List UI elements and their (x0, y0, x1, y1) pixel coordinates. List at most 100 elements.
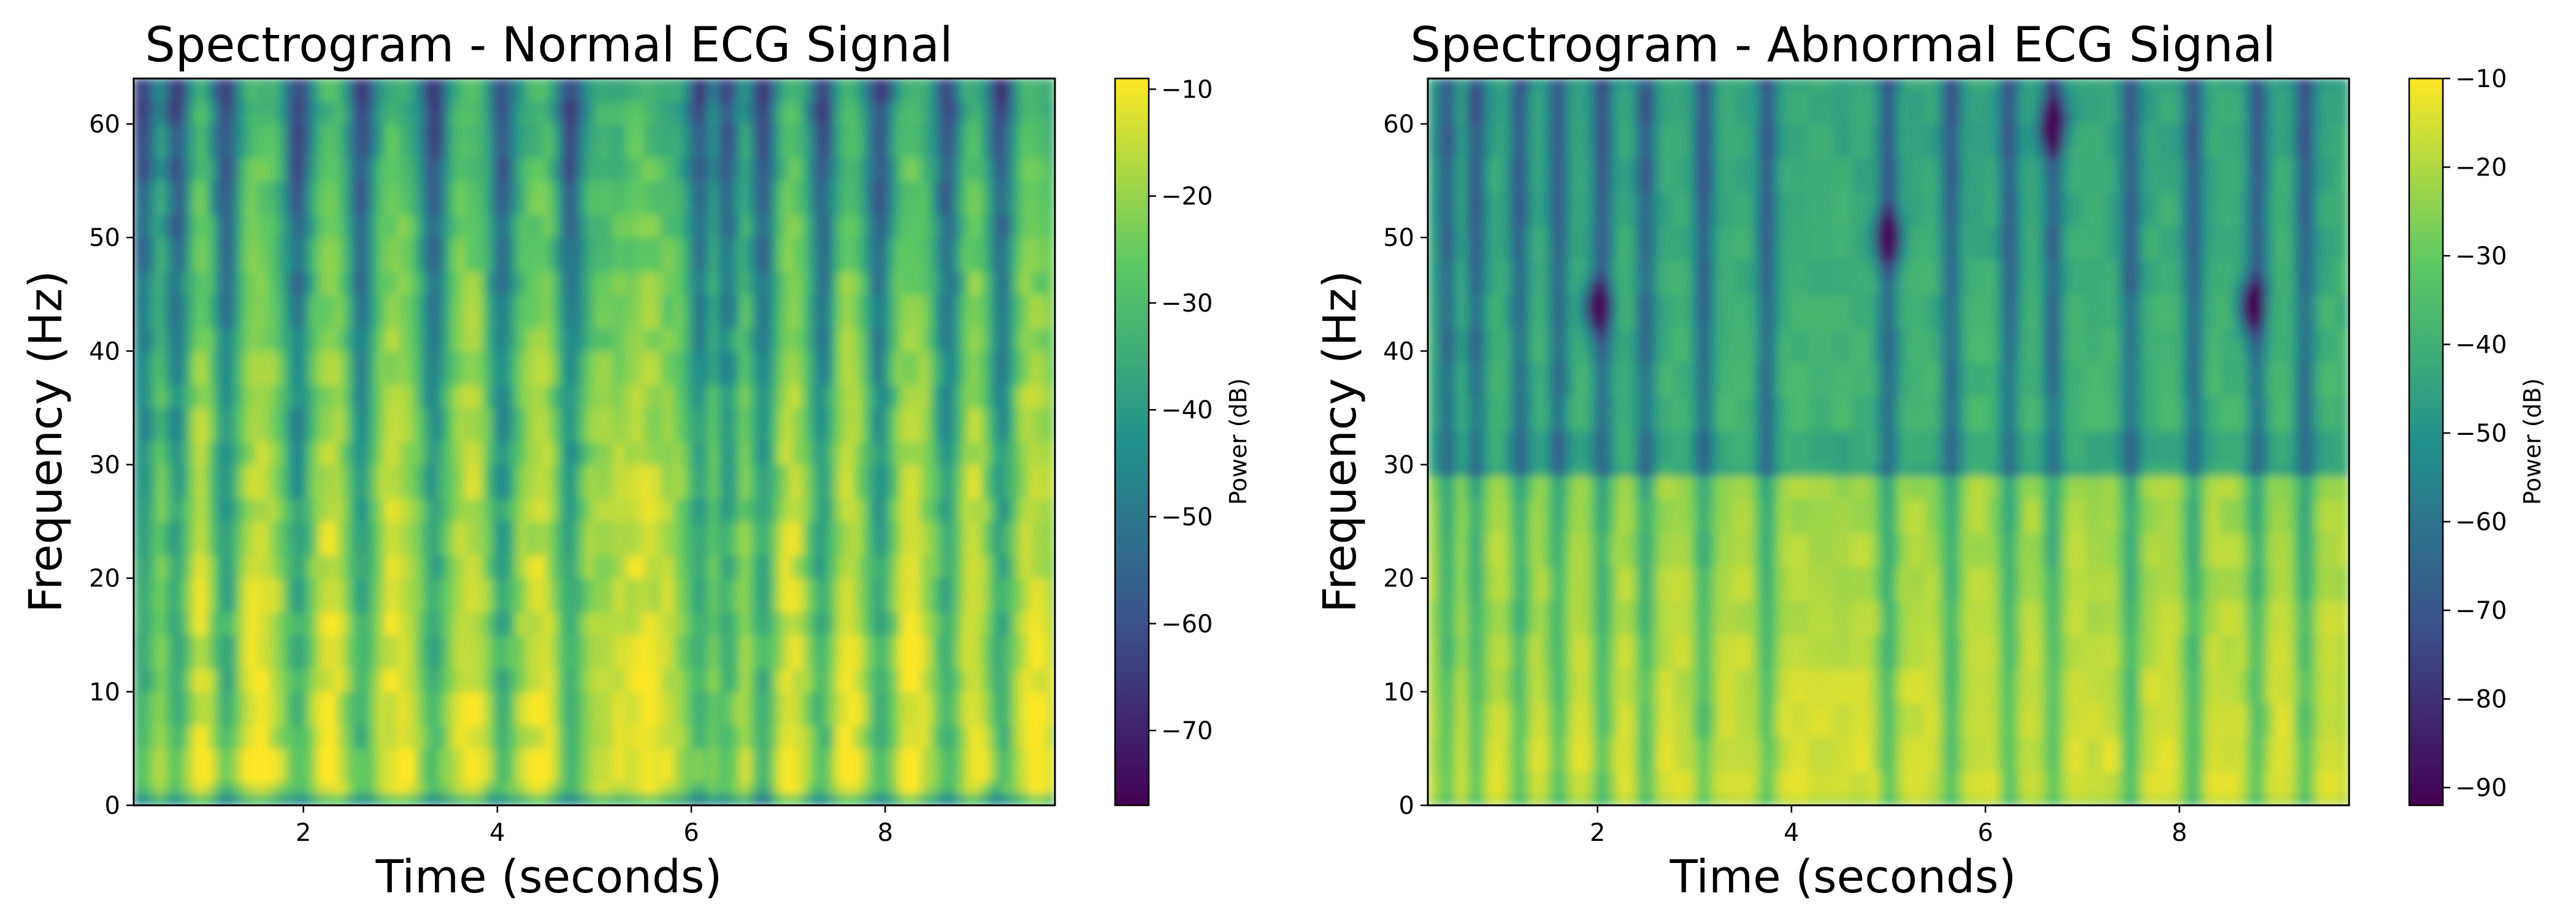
heatmap-cell (317, 498, 324, 511)
heatmap-cell (551, 282, 558, 295)
heatmap-cell (532, 112, 540, 125)
heatmap-cell (459, 135, 466, 147)
heatmap-cell (231, 373, 239, 386)
heatmap-cell (514, 79, 521, 91)
heatmap-cell (453, 79, 460, 91)
heatmap-cell (379, 418, 386, 431)
heatmap-cell (182, 578, 190, 590)
heatmap-cell (286, 191, 294, 204)
heatmap-cell (164, 759, 171, 772)
heatmap-cell (606, 339, 613, 351)
heatmap-cell (581, 657, 589, 670)
heatmap-cell (299, 748, 306, 761)
heatmap-cell (176, 782, 183, 794)
heatmap-cell (520, 135, 527, 147)
heatmap-cell (465, 350, 472, 363)
heatmap-cell (385, 623, 393, 635)
heatmap-cell (219, 203, 226, 215)
heatmap-cell (563, 146, 570, 159)
heatmap-cell (262, 600, 269, 613)
heatmap-cell (323, 589, 331, 602)
heatmap-cell (465, 555, 472, 567)
heatmap-cell (256, 578, 263, 590)
heatmap-cell (539, 79, 546, 91)
heatmap-cell (158, 770, 165, 783)
heatmap-cell (569, 442, 577, 454)
heatmap-cell (557, 691, 564, 703)
heatmap-cell (274, 442, 282, 454)
heatmap-cell (575, 680, 583, 692)
heatmap-cell (158, 271, 165, 283)
heatmap-cell (551, 169, 558, 182)
heatmap-cell (151, 510, 159, 522)
heatmap-cell (477, 418, 485, 431)
heatmap-cell (145, 79, 153, 91)
heatmap-cell (391, 305, 399, 318)
heatmap-cell (514, 589, 521, 602)
heatmap-cell (194, 623, 202, 635)
heatmap-cell (385, 770, 393, 783)
heatmap-cell (225, 759, 232, 772)
heatmap-cell (483, 714, 491, 726)
heatmap-cell (588, 316, 595, 329)
heatmap-cell (422, 510, 429, 522)
heatmap-cell (539, 691, 546, 703)
heatmap-cell (134, 714, 140, 726)
heatmap-cell (600, 737, 607, 749)
heatmap-cell (188, 271, 196, 283)
heatmap-cell (404, 328, 411, 340)
heatmap-cell (342, 737, 349, 749)
heatmap-cell (532, 418, 540, 431)
heatmap-cell (170, 442, 177, 454)
heatmap-cell (575, 782, 583, 794)
heatmap-cell (526, 680, 534, 692)
heatmap-cell (422, 385, 429, 397)
heatmap-cell (563, 203, 570, 215)
heatmap-cell (311, 169, 318, 182)
heatmap-cell (262, 532, 269, 545)
heatmap-cell (545, 737, 552, 749)
heatmap-cell (391, 248, 399, 261)
heatmap-cell (379, 328, 386, 340)
heatmap-cell (219, 396, 226, 408)
heatmap-cell (145, 294, 153, 306)
heatmap-cell (329, 101, 337, 113)
heatmap-cell (434, 407, 442, 420)
heatmap-cell (526, 203, 534, 215)
heatmap-cell (231, 248, 239, 261)
heatmap-cell (354, 339, 361, 351)
heatmap-cell (348, 657, 355, 670)
heatmap-cell (373, 475, 380, 488)
heatmap-cell (428, 350, 435, 363)
heatmap-cell (201, 748, 208, 761)
heatmap-cell (422, 169, 429, 182)
heatmap-cell (545, 180, 552, 193)
heatmap-cell (188, 294, 196, 306)
heatmap-cell (158, 90, 165, 102)
heatmap-cell (225, 748, 232, 761)
heatmap-cell (342, 305, 349, 318)
heatmap-cell (360, 407, 367, 420)
heatmap-cell (329, 634, 337, 647)
heatmap-cell (428, 782, 435, 794)
heatmap-cell (139, 339, 147, 351)
heatmap-cell (354, 634, 361, 647)
heatmap-cell (575, 464, 583, 477)
heatmap-cell (145, 453, 153, 466)
heatmap-cell (201, 442, 208, 454)
heatmap-cell (514, 555, 521, 567)
heatmap-cell (428, 79, 435, 91)
heatmap-cell (207, 79, 214, 91)
heatmap-cell (514, 158, 521, 170)
heatmap-cell (508, 691, 515, 703)
heatmap-cell (299, 169, 306, 182)
heatmap-cell (311, 226, 318, 238)
heatmap-cell (367, 305, 374, 318)
heatmap-cell (139, 248, 147, 261)
heatmap-cell (385, 226, 393, 238)
heatmap-cell (526, 748, 534, 761)
heatmap-cell (188, 737, 196, 749)
heatmap-cell (508, 305, 515, 318)
heatmap-cell (496, 759, 503, 772)
heatmap-cell (164, 430, 171, 442)
